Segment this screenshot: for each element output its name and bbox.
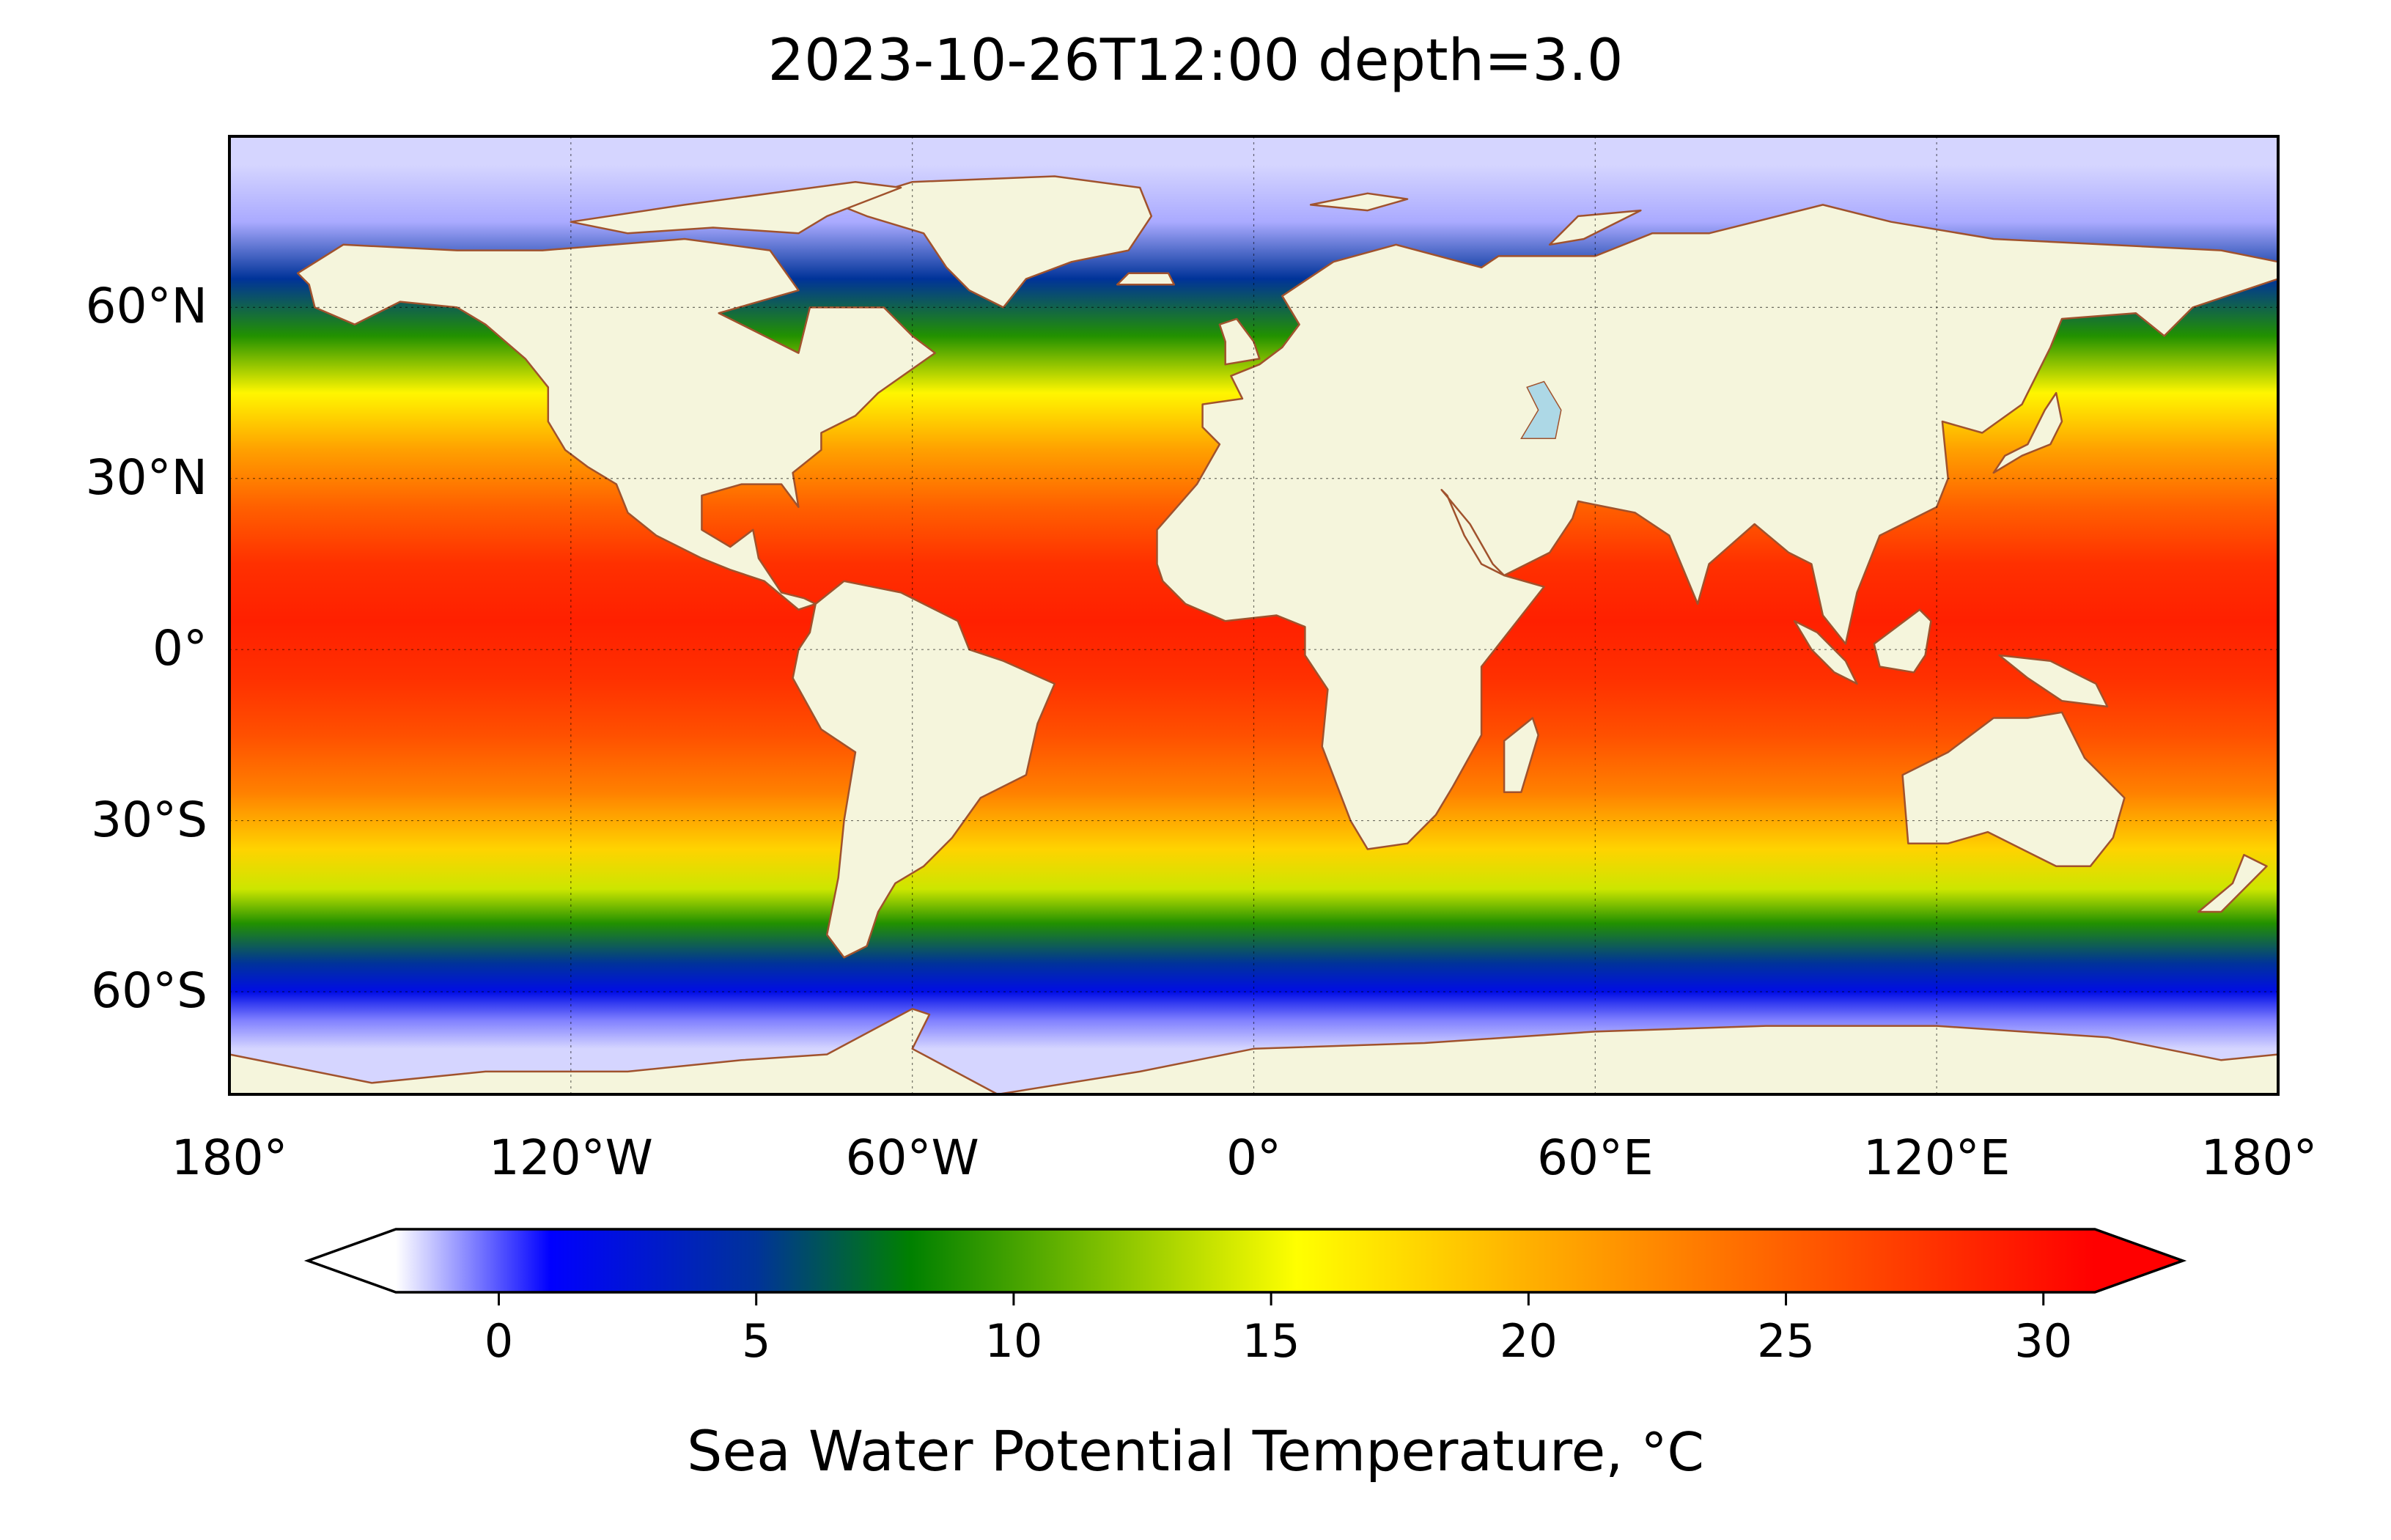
lon-tick-label: 60°E xyxy=(1536,1130,1654,1186)
land-australia xyxy=(1901,711,2126,868)
colorbar-extend-min xyxy=(308,1229,396,1292)
colorbar-tick-label: 30 xyxy=(2014,1314,2073,1368)
land-greenland xyxy=(837,175,1153,309)
colorbar-outline xyxy=(303,1228,2187,1294)
land-svalbard xyxy=(1309,192,1409,212)
colorbar-tick-label: 25 xyxy=(1757,1314,1815,1368)
land-saudi-cut-red-sea xyxy=(1440,489,1506,577)
lon-tick-label: 180° xyxy=(2200,1130,2318,1186)
lat-tick-label: 30°N xyxy=(85,449,207,506)
lon-tick-label: 0° xyxy=(1226,1130,1281,1186)
land-uk xyxy=(1218,317,1261,366)
lon-tick-label: 120°W xyxy=(488,1130,653,1186)
plot-title: 2023-10-26T12:00 depth=3.0 xyxy=(767,28,1624,94)
lat-tick-label: 60°S xyxy=(91,962,207,1019)
lat-tick-label: 0° xyxy=(152,620,207,677)
lake-caspian-sea xyxy=(1520,380,1562,440)
land-africa-eurasia xyxy=(1156,204,2280,850)
colorbar-label: Sea Water Potential Temperature, °C xyxy=(0,1418,2391,1484)
lon-tick-label: 60°W xyxy=(845,1130,979,1186)
land-madagascar xyxy=(1503,717,1539,793)
land-borneo xyxy=(1873,608,1932,674)
colorbar-label-unit: °C xyxy=(1640,1421,1704,1483)
lon-tick-label: 180° xyxy=(171,1130,288,1186)
colorbar-tick-label: 20 xyxy=(1499,1314,1558,1368)
lat-tick-label: 30°S xyxy=(91,791,207,848)
land-canadian-archipelago xyxy=(570,180,902,235)
lon-tick-label: 120°E xyxy=(1863,1130,2011,1186)
colorbar-tick-label: 10 xyxy=(984,1314,1043,1368)
colorbar-extend-max xyxy=(2095,1229,2183,1292)
colorbar-tick-label: 5 xyxy=(741,1314,771,1368)
land-japan xyxy=(1992,391,2063,474)
colorbar-gradient xyxy=(396,1229,2095,1292)
map-frame xyxy=(228,135,2280,1096)
colorbar-label-text: Sea Water Potential Temperature, xyxy=(687,1418,1641,1484)
land-novaya-zemlya xyxy=(1548,209,1642,246)
lat-tick-label: 60°N xyxy=(85,278,207,335)
land-sumatra xyxy=(1793,620,1858,685)
land-north-america xyxy=(296,237,936,611)
colorbar-tick-label: 0 xyxy=(484,1314,514,1368)
land-new-guinea xyxy=(1998,654,2109,708)
land-new-zealand xyxy=(2197,854,2268,913)
colorbar-tick-label: 15 xyxy=(1242,1314,1300,1368)
land-iceland xyxy=(1116,272,1176,286)
